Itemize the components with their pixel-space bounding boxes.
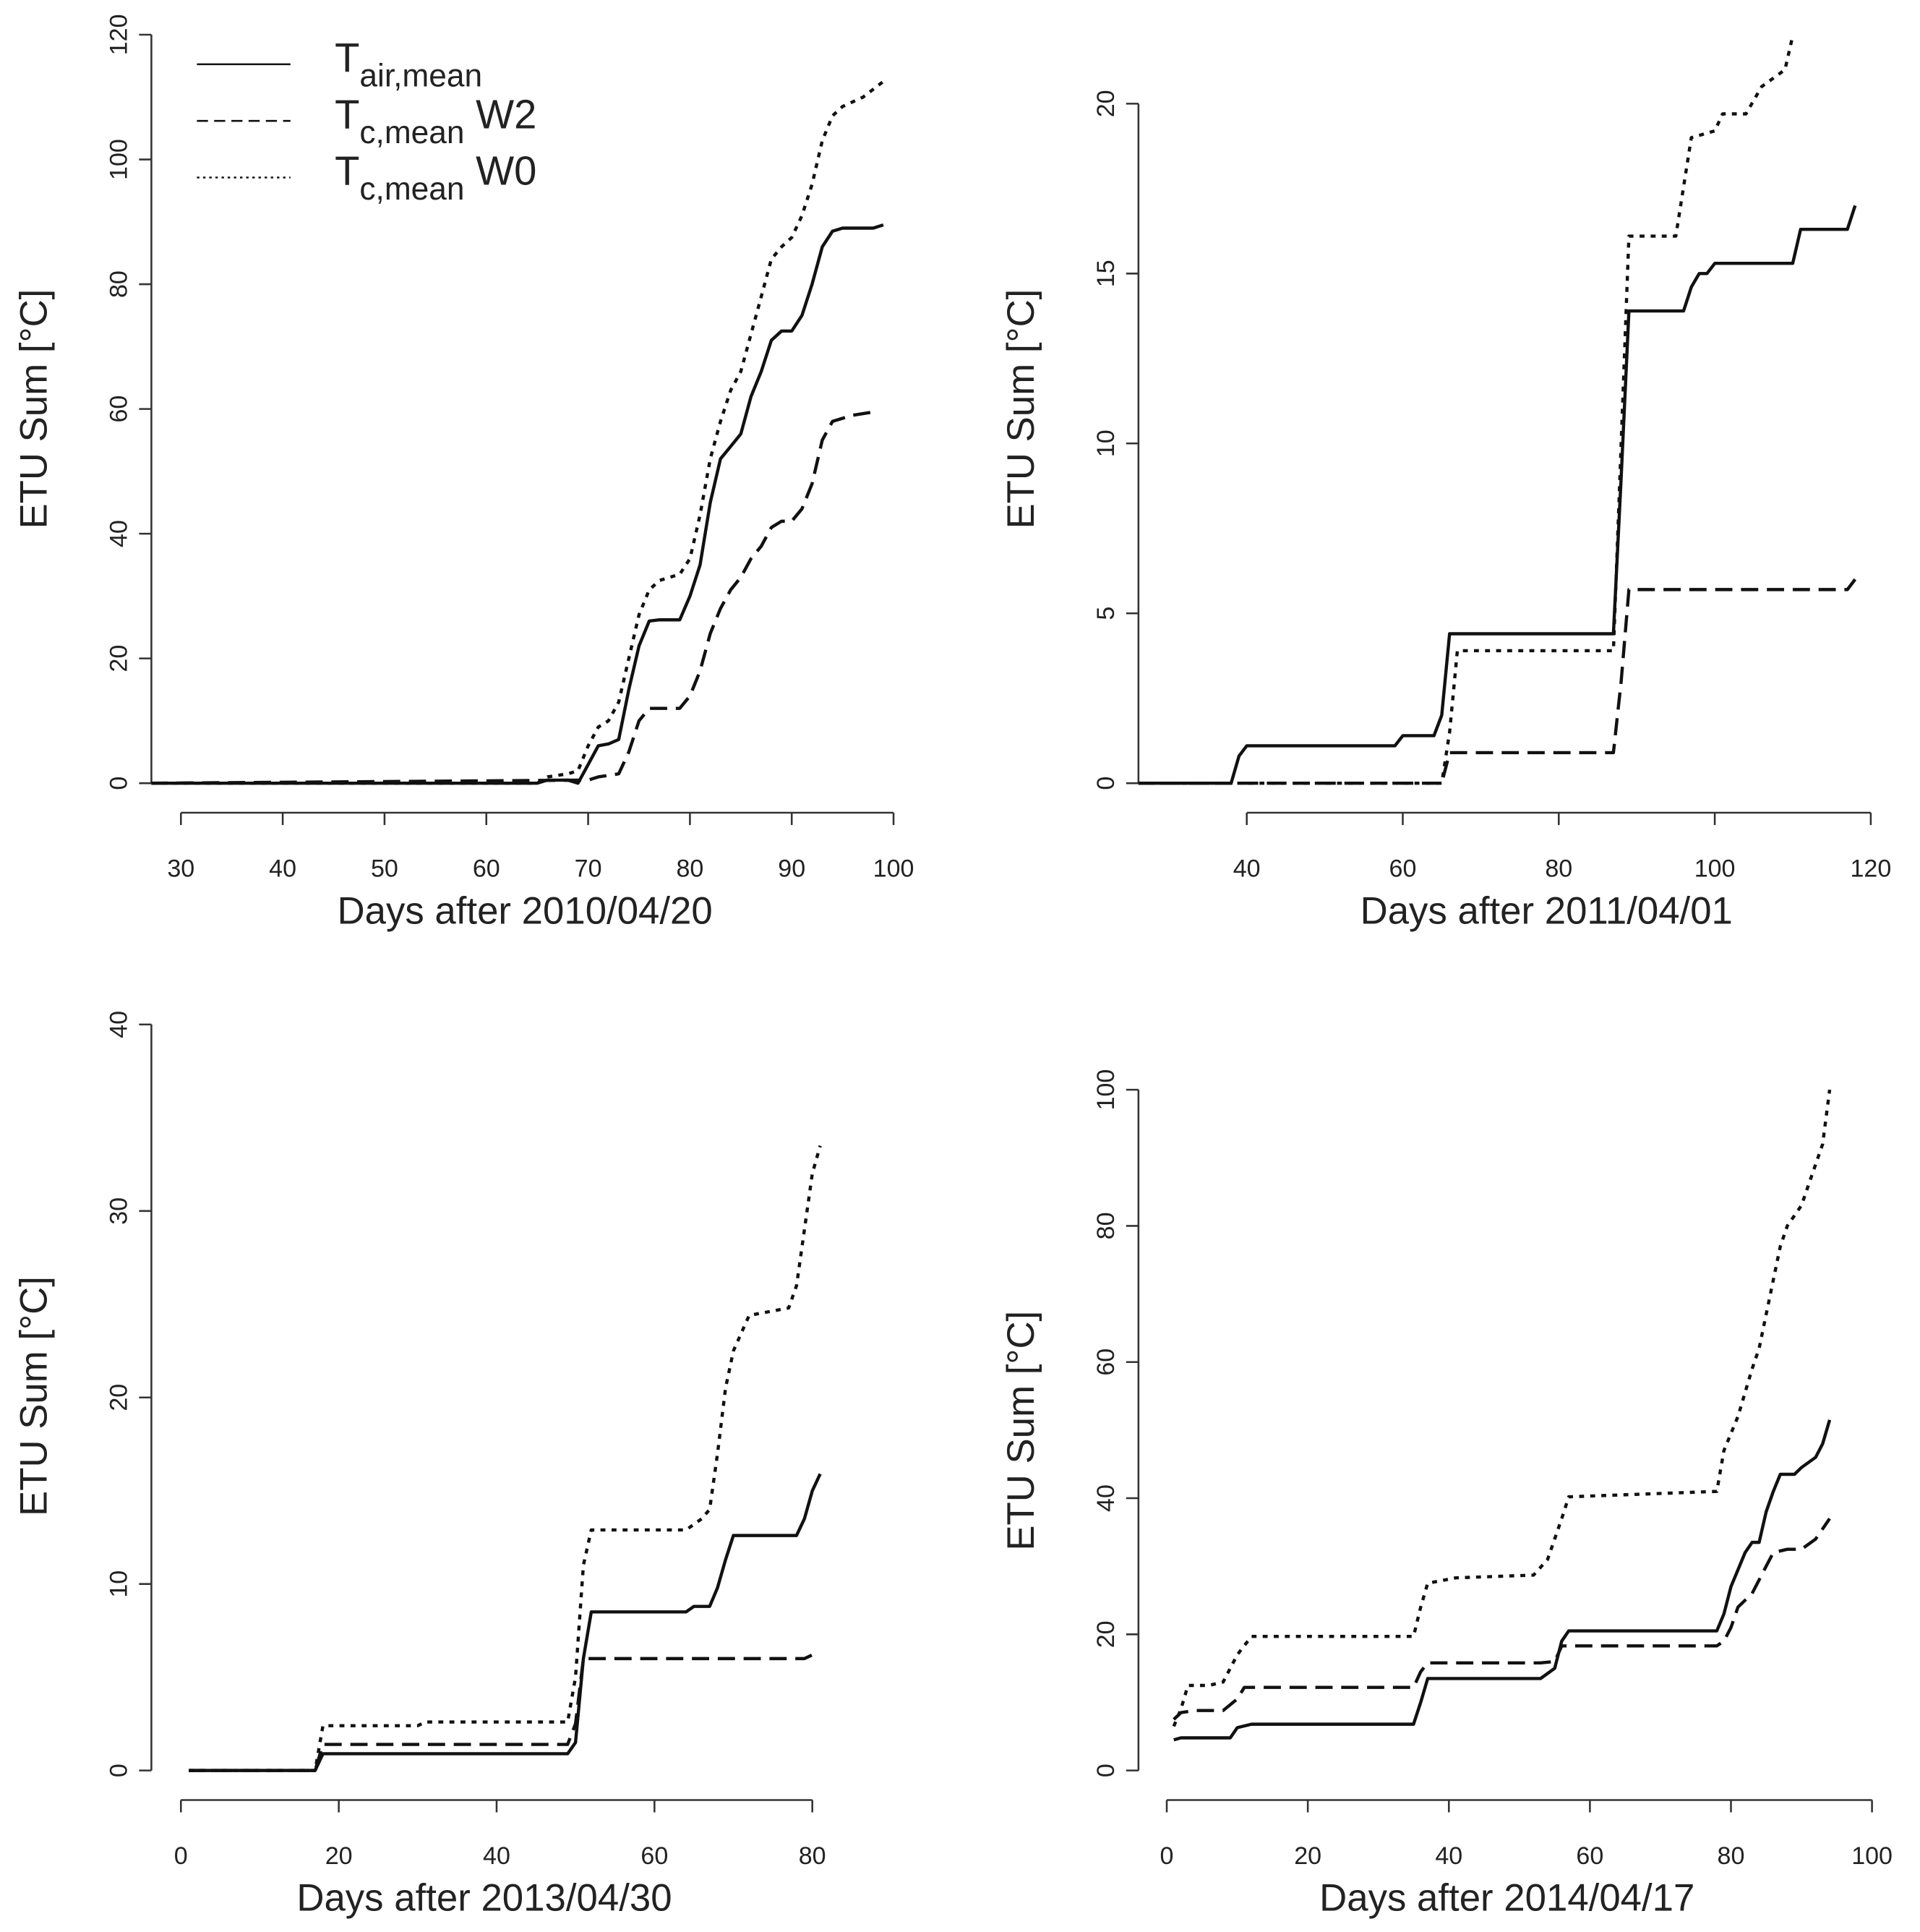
y-tick-label: 100: [105, 139, 132, 180]
y-tick-label: 0: [1092, 1764, 1120, 1777]
legend-entry: Tc,mean W0: [335, 148, 536, 207]
x-tick-label: 40: [1233, 855, 1261, 883]
y-axis-label: ETU Sum [°C]: [1000, 289, 1042, 529]
x-tick-label: 40: [1435, 1842, 1462, 1870]
y-axis-label: ETU Sum [°C]: [1000, 1311, 1042, 1551]
x-tick-label: 120: [1850, 855, 1891, 883]
y-tick-label: 0: [105, 1764, 132, 1777]
legend-subscript: c,mean: [359, 171, 464, 207]
legend-entry: Tair,mean: [335, 35, 482, 93]
series-line-dotted: [1138, 35, 1795, 785]
series-line-dashed: [1173, 1518, 1831, 1721]
x-tick-label: 100: [873, 855, 914, 883]
legend-main: T: [335, 35, 359, 80]
y-axis-label: ETU Sum [°C]: [13, 289, 56, 529]
chart-panel-4: 0 20 40 60 80 100 0 20 40 60 80 100 Days after 2014/…: [1000, 1069, 1893, 1920]
y-tick-label: 15: [1092, 260, 1120, 287]
y-tick-label: 30: [105, 1197, 132, 1225]
x-tick-label: 90: [778, 855, 805, 883]
legend-subscript: air,mean: [359, 59, 482, 94]
x-tick-label: 60: [1576, 1842, 1603, 1870]
series-line-solid: [151, 223, 884, 785]
legend-entry: Tc,mean W2: [335, 91, 536, 150]
y-tick-label: 20: [1092, 90, 1120, 117]
series-line-solid: [1138, 205, 1857, 785]
x-tick-label: 50: [371, 855, 398, 883]
x-tick-label: 60: [473, 855, 500, 883]
y-tick-label: 120: [105, 14, 132, 56]
y-tick-label: 0: [1092, 777, 1120, 790]
series-line-solid: [1173, 1419, 1832, 1742]
y-tick-label: 20: [105, 645, 132, 672]
y-tick-label: 80: [105, 270, 132, 298]
series-line-dotted: [189, 1145, 822, 1772]
x-tick-label: 80: [1718, 1842, 1745, 1870]
y-tick-label: 60: [1092, 1348, 1120, 1376]
x-tick-label: 40: [269, 855, 296, 883]
y-tick-label: 40: [1092, 1484, 1120, 1512]
y-tick-label: 0: [105, 777, 132, 790]
x-tick-label: 80: [799, 1842, 826, 1870]
legend-suffix: W0: [465, 148, 537, 194]
y-tick-label: 60: [105, 396, 132, 423]
y-axis-label: ETU Sum [°C]: [13, 1276, 56, 1516]
series-line-dotted: [1172, 1089, 1832, 1727]
x-tick-label: 60: [1389, 855, 1417, 883]
x-tick-label: 20: [325, 1842, 353, 1870]
x-tick-label: 40: [483, 1842, 510, 1870]
x-tick-label: 100: [1851, 1842, 1893, 1870]
chart-panel-1: 0 20 40 60 80 100 120 30 40 50 60 70 80 90 100 Days aft…: [13, 14, 914, 933]
x-tick-label: 20: [1294, 1842, 1321, 1870]
x-axis-label: Days after 2014/04/17: [1319, 1877, 1694, 1920]
series-line-solid: [189, 1473, 822, 1772]
y-tick-label: 10: [1092, 429, 1120, 457]
x-tick-label: 0: [1160, 1842, 1174, 1870]
y-tick-label: 10: [105, 1570, 132, 1598]
x-tick-label: 0: [174, 1842, 188, 1870]
legend-suffix: W2: [465, 91, 537, 137]
legend-main: T: [335, 91, 359, 137]
series-line-dashed: [151, 410, 874, 785]
y-tick-label: 20: [1092, 1620, 1120, 1648]
x-axis-label: Days after 2013/04/30: [296, 1877, 672, 1920]
y-tick-label: 20: [105, 1384, 132, 1411]
y-tick-label: 5: [1092, 607, 1120, 620]
series-line-dotted: [151, 80, 885, 785]
x-tick-label: 30: [167, 855, 194, 883]
series-line-dashed: [1138, 578, 1857, 785]
chart-panel-3: 0 10 20 30 40 0 20 40 60 80 Days after 2013/04/30 E…: [13, 1011, 826, 1920]
x-tick-label: 80: [676, 855, 703, 883]
x-axis-label: Days after 2010/04/20: [338, 889, 713, 932]
x-tick-label: 80: [1545, 855, 1572, 883]
legend-subscript: c,mean: [359, 115, 464, 150]
x-tick-label: 70: [575, 855, 602, 883]
x-tick-label: 60: [640, 1842, 668, 1870]
series-line-dashed: [189, 1653, 813, 1772]
x-tick-label: 100: [1694, 855, 1736, 883]
y-tick-label: 40: [105, 1011, 132, 1038]
y-tick-label: 100: [1092, 1069, 1120, 1111]
x-axis-label: Days after 2011/04/01: [1360, 889, 1733, 932]
chart-panel-2: 0 5 10 15 20 40 60 80 100 120 Days after 2011/04/0…: [1000, 35, 1891, 932]
y-tick-label: 40: [105, 520, 132, 547]
y-tick-label: 80: [1092, 1212, 1120, 1239]
legend-main: T: [335, 148, 359, 194]
